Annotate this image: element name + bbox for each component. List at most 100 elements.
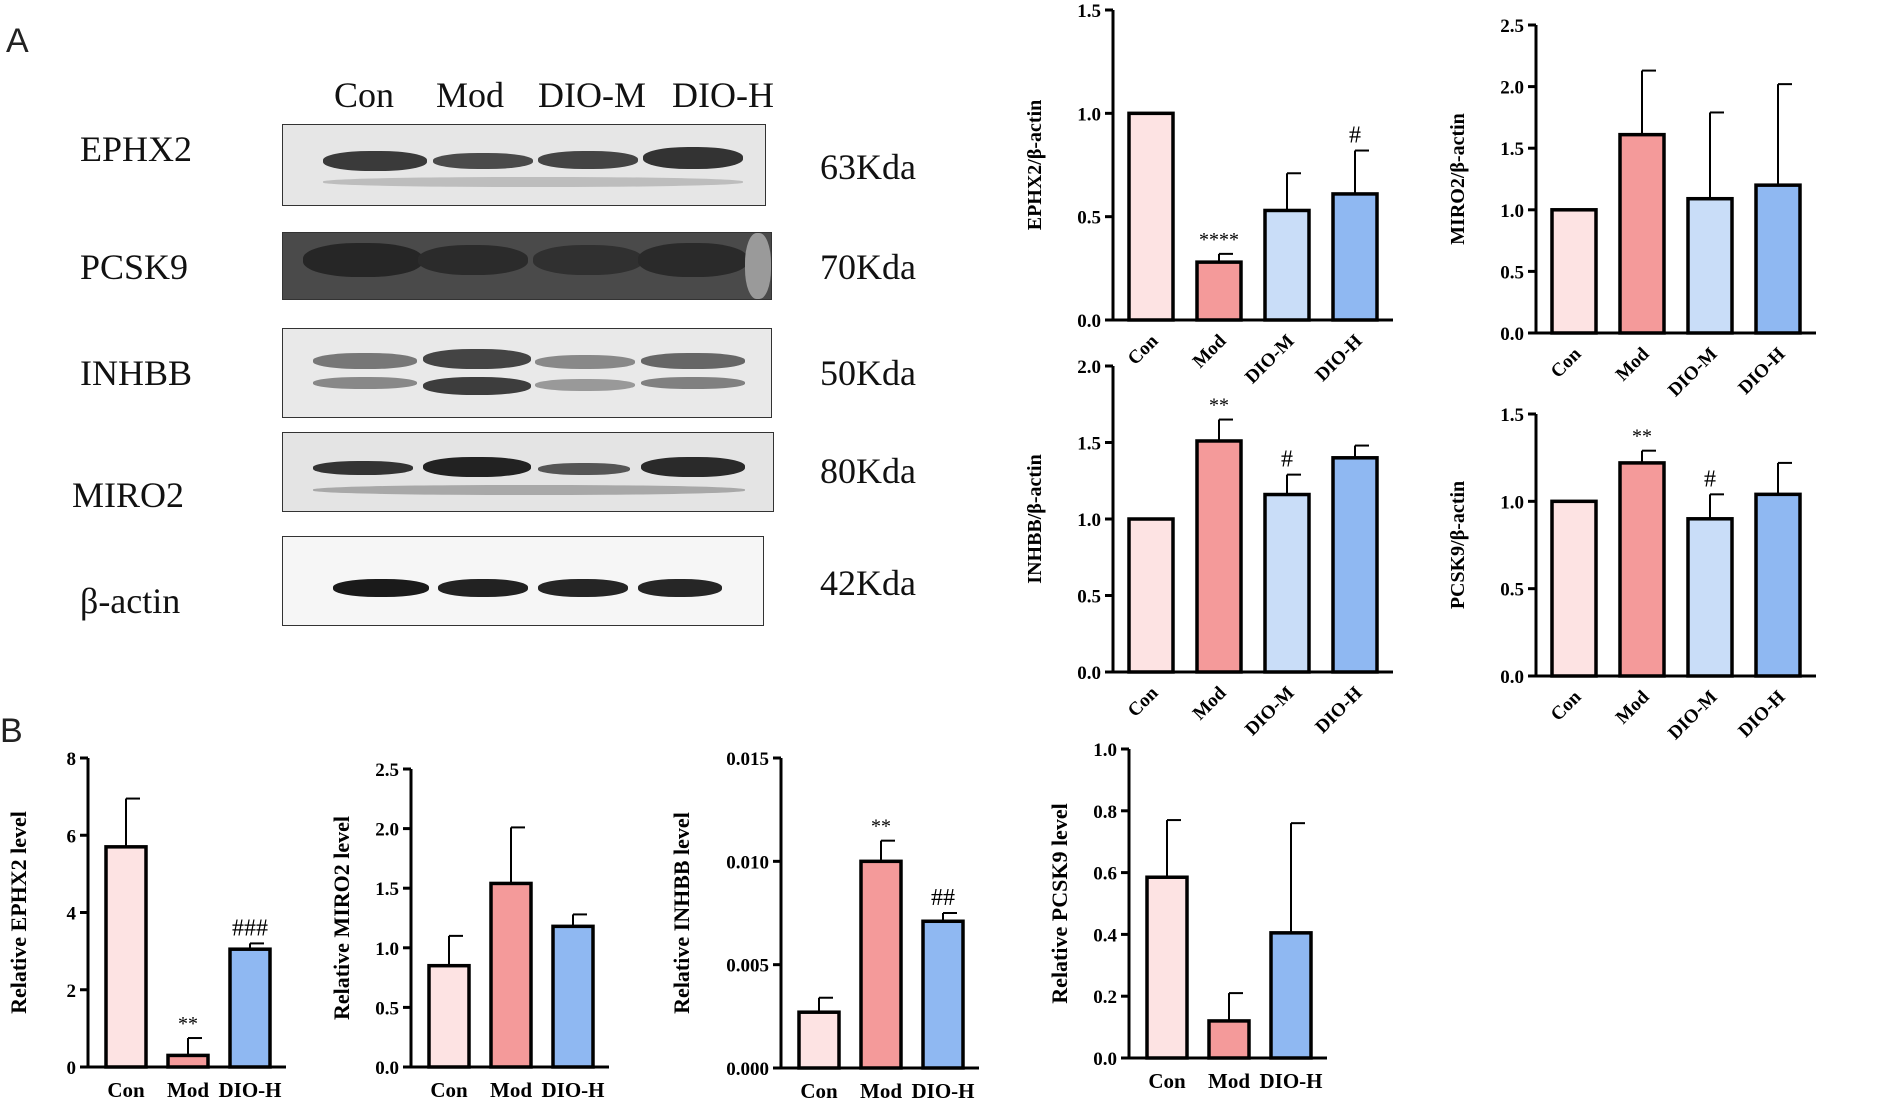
y-tick-label: 0.010 (726, 852, 769, 873)
y-axis-label: INHBB/β-actin (1024, 454, 1046, 583)
bar-dio-h (1269, 931, 1313, 1060)
chart-group: 0.0 0.5 1.0 1.5 2.0 2.5 Relative MIRO2 level Co… (329, 760, 609, 1102)
lane-label-dio-h: DIO-H (672, 75, 774, 115)
kda-label-beta-actin: 42Kda (820, 563, 916, 603)
bar-con (1145, 875, 1189, 1060)
category-label: Mod (860, 1079, 902, 1103)
y-tick-label: 1.0 (1077, 104, 1101, 125)
chart-group: 0 2 4 6 8 Relative EPHX2 level Con ** Mod ### DIO-… (6, 749, 286, 1102)
y-tick-label: 2.5 (375, 760, 399, 781)
blot-pcsk9 (282, 232, 772, 300)
significance-label: ** (871, 816, 891, 838)
y-tick-label: 0.0 (1077, 663, 1101, 684)
significance-label: ** (178, 1013, 198, 1035)
band (533, 245, 643, 275)
y-tick-label: 2 (67, 981, 77, 1002)
y-tick-label: 1.5 (1500, 405, 1524, 426)
y-tick-label: 8 (67, 749, 77, 770)
kda-label-inhbb: 50Kda (820, 353, 916, 393)
band (538, 579, 628, 597)
category-label: Mod (167, 1078, 209, 1102)
band (423, 349, 531, 369)
y-tick-label: 2.5 (1500, 16, 1524, 37)
band (535, 355, 635, 369)
band (313, 461, 413, 475)
protein-label-inhbb: INHBB (80, 353, 193, 393)
y-tick-label: 0.005 (726, 956, 769, 977)
protein-label-pcsk9: PCSK9 (80, 247, 189, 287)
band (535, 379, 635, 391)
category-label: DIO-H (912, 1079, 975, 1103)
y-axis-label: EPHX2/β-actin (1024, 100, 1046, 231)
y-tick-label: 1.0 (1093, 740, 1117, 761)
kda-label-ephx2: 63Kda (820, 147, 916, 187)
band (323, 177, 743, 187)
y-tick-label: 1.5 (1077, 1, 1101, 22)
band (423, 457, 531, 477)
y-tick-label: 1.5 (1077, 434, 1101, 455)
band (313, 353, 417, 369)
category-label: Con (107, 1078, 145, 1102)
y-tick-label: 1.0 (1500, 201, 1524, 222)
blot-beta-actin (282, 536, 764, 626)
band (333, 579, 429, 597)
band (638, 243, 748, 277)
band (433, 153, 533, 169)
y-tick-label: 0.015 (726, 749, 769, 770)
significance-label: **** (1199, 229, 1239, 251)
y-tick-label: 4 (67, 904, 77, 925)
y-tick-label: 0 (67, 1058, 77, 1079)
chart-group: 0.000 0.005 0.010 0.015 Relative INHBB level… (669, 749, 979, 1103)
category-label: Con (430, 1078, 468, 1102)
category-label: Con (1148, 1069, 1186, 1093)
protein-label-beta-actin: β-actin (80, 581, 181, 621)
y-tick-label: 2.0 (1077, 357, 1101, 378)
category-label: Mod (1208, 1069, 1250, 1093)
y-tick-label: 1.0 (1500, 492, 1524, 513)
bar-dio-h (228, 947, 272, 1069)
significance-label: # (1281, 447, 1293, 473)
band (423, 377, 531, 395)
bar-con (1550, 499, 1598, 678)
y-tick-label: 2.0 (375, 820, 399, 841)
y-axis-label: Relative MIRO2 level (329, 816, 354, 1020)
y-tick-label: 6 (67, 826, 77, 847)
significance-label: # (1704, 466, 1716, 492)
bar-dio-m (1686, 517, 1734, 678)
y-tick-label: 0.0 (1500, 324, 1524, 345)
bar-dio-m (1263, 492, 1311, 674)
y-tick-label: 0.5 (375, 998, 399, 1019)
lane-label-mod: Mod (436, 75, 505, 115)
y-axis-label: Relative PCSK9 level (1047, 803, 1072, 1003)
y-tick-label: 0.0 (1093, 1049, 1117, 1070)
kda-label-pcsk9: 70Kda (820, 247, 916, 287)
significance-label: # (1349, 123, 1361, 149)
bar-con (1550, 208, 1598, 335)
band (313, 485, 745, 495)
y-tick-label: 1.0 (1077, 510, 1101, 531)
y-tick-label: 2.0 (1500, 78, 1524, 99)
blot-ephx2 (282, 124, 766, 206)
category-label: DIO-H (219, 1078, 282, 1102)
chart-group: 0.0 0.2 0.4 0.6 0.8 1.0 Relative PCSK9 level Co… (1047, 740, 1327, 1093)
band (323, 151, 427, 171)
bar-con (1127, 517, 1175, 674)
band (538, 463, 630, 475)
chart-group: 0.00.51.01.52.0INHBB/β-actinCon**Mod#DIO… (1024, 357, 1393, 740)
band (745, 233, 771, 299)
lane-label-dio-m: DIO-M (538, 75, 646, 115)
blot-inhbb (282, 328, 772, 418)
y-tick-label: 0.5 (1077, 587, 1101, 608)
y-tick-label: 0.000 (726, 1059, 769, 1080)
bar-dio-h (1331, 456, 1379, 674)
band (438, 579, 528, 597)
panel-letter-b: B (0, 712, 23, 750)
significance-label: ** (1209, 395, 1229, 417)
